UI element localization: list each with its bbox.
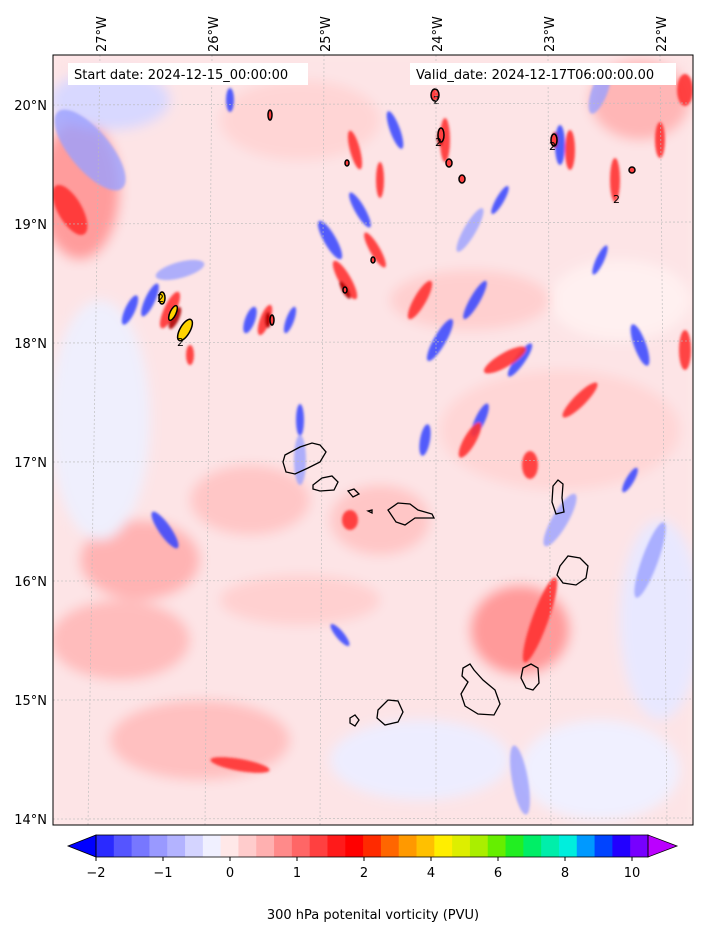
- island-ilheu: [366, 509, 373, 515]
- colorbar-cell: [469, 835, 489, 857]
- colorbar-tick-label: 10: [624, 866, 641, 881]
- colorbar-cell: [291, 835, 311, 857]
- colorbar-cell: [167, 835, 186, 857]
- pv-field-smooth: [53, 55, 693, 825]
- island-sal: [551, 479, 565, 515]
- lat-tick-label: 20°N: [14, 99, 47, 114]
- colorbar-cell: [594, 835, 613, 857]
- colorbar-cell: [149, 835, 168, 857]
- colorbar-cell: [113, 835, 133, 857]
- contour-label: 2: [177, 336, 184, 349]
- colorbar-cell: [202, 835, 222, 857]
- colorbar-tick-label: 4: [427, 866, 435, 881]
- colorbar-outline: [95, 834, 649, 858]
- colorbar-cell: [612, 835, 631, 857]
- colorbar-cell: [505, 835, 524, 857]
- colorbar-label: 300 hPa potenital vorticity (PVU): [267, 908, 479, 923]
- valid-date-box: [410, 63, 676, 85]
- pv-contours: [158, 88, 636, 342]
- colorbar-cell: [434, 835, 453, 857]
- colorbar-cell: [380, 835, 400, 857]
- island-santiago: [460, 663, 501, 716]
- colorbar-cell: [416, 835, 435, 857]
- island-sao-vicente: [312, 475, 339, 492]
- colorbar-cell: [487, 835, 507, 857]
- colorbar-tick-label: −2: [86, 866, 105, 881]
- contour-label: 2: [433, 94, 440, 107]
- colorbar-tick-label: 1: [293, 866, 301, 881]
- start-date-label: Start date: 2024-12-15_00:00:00: [74, 68, 288, 83]
- colorbar-cell: [576, 835, 596, 857]
- island-sao-nicolau: [387, 502, 436, 526]
- colorbar-cell: [541, 835, 560, 857]
- colorbar-cell: [274, 835, 293, 857]
- lat-tick-label: 17°N: [14, 456, 47, 471]
- colorbar-tick-label: 6: [494, 866, 502, 881]
- colorbar-cell: [327, 835, 346, 857]
- colorbar-extend-max: [647, 834, 679, 858]
- contour-label: 2: [613, 193, 620, 206]
- contour-label: 2: [157, 292, 164, 305]
- colorbar-cell: [96, 835, 115, 857]
- gridlines: [53, 55, 693, 825]
- colorbar-tick-label: −1: [153, 866, 172, 881]
- island-maio: [520, 663, 540, 691]
- island-fogo: [376, 699, 404, 726]
- colorbar-cell: [523, 835, 542, 857]
- colorbar-cell: [185, 835, 204, 857]
- valid-date-label: Valid_date: 2024-12-17T06:00:00.00: [416, 68, 654, 83]
- lon-tick-label: 23°W: [543, 16, 558, 52]
- lon-tick-labels: 27°W 26°W 25°W 24°W 23°W 22°W: [95, 16, 670, 52]
- colorbar-tick-label: 2: [360, 866, 368, 881]
- colorbar: −2 −1 0 1 2 4 6 8 10 300 hPa potenital vorticity…: [66, 834, 679, 923]
- lon-tick-label: 27°W: [95, 16, 110, 52]
- colorbar-tick-label: 8: [561, 866, 569, 881]
- contour-labels: 2 2 2 2 2 2: [157, 94, 620, 349]
- contour-label: 2: [549, 140, 556, 153]
- colorbar-cell: [558, 835, 578, 857]
- island-santo-antao: [282, 442, 327, 475]
- lat-tick-label: 16°N: [14, 575, 47, 590]
- colorbar-ticks: −2 −1 0 1 2 4 6 8 10: [86, 857, 640, 881]
- islands-coastlines: [282, 442, 589, 727]
- colorbar-cell: [309, 835, 329, 857]
- start-date-box: [68, 63, 308, 85]
- lon-tick-label: 22°W: [655, 16, 670, 52]
- colorbar-cells: [96, 835, 649, 857]
- lat-tick-label: 15°N: [14, 694, 47, 709]
- lon-tick-label: 26°W: [207, 16, 222, 52]
- map-frame: [52, 54, 694, 826]
- colorbar-cell: [630, 835, 649, 857]
- lat-tick-label: 18°N: [14, 337, 47, 352]
- colorbar-cell: [220, 835, 240, 857]
- lon-tick-label: 25°W: [319, 16, 334, 52]
- colorbar-cell: [345, 835, 364, 857]
- colorbar-cell: [452, 835, 471, 857]
- lon-tick-label: 24°W: [431, 16, 446, 52]
- lat-tick-label: 14°N: [14, 813, 47, 828]
- colorbar-tick-label: 0: [226, 866, 234, 881]
- contour-label: 2: [435, 136, 442, 149]
- colorbar-cell: [238, 835, 257, 857]
- colorbar-cell: [131, 835, 151, 857]
- island-brava: [349, 714, 360, 727]
- colorbar-extend-min: [66, 834, 97, 858]
- lat-tick-label: 19°N: [14, 218, 47, 233]
- pv-field-waves: [53, 66, 693, 815]
- island-boa-vista: [556, 555, 589, 586]
- island-santa-luzia: [346, 488, 361, 498]
- colorbar-cell: [256, 835, 275, 857]
- lat-tick-labels: 20°N 19°N 18°N 17°N 16°N 15°N 14°N: [14, 99, 47, 828]
- colorbar-cell: [398, 835, 418, 857]
- map-panel[interactable]: 2 2 2 2 2 2: [40, 55, 700, 825]
- colorbar-cell: [363, 835, 382, 857]
